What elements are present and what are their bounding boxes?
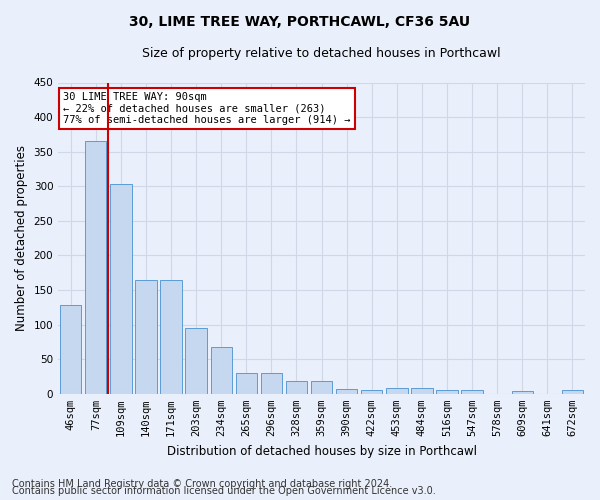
Bar xyxy=(236,373,257,394)
Bar xyxy=(512,391,533,394)
Title: Size of property relative to detached houses in Porthcawl: Size of property relative to detached ho… xyxy=(142,48,501,60)
X-axis label: Distribution of detached houses by size in Porthcawl: Distribution of detached houses by size … xyxy=(167,444,476,458)
Text: Contains HM Land Registry data © Crown copyright and database right 2024.: Contains HM Land Registry data © Crown c… xyxy=(12,479,392,489)
Bar xyxy=(386,388,407,394)
Bar xyxy=(411,388,433,394)
Bar xyxy=(286,382,307,394)
Bar xyxy=(160,280,182,394)
Bar xyxy=(361,390,382,394)
Bar xyxy=(85,142,106,394)
Bar xyxy=(211,347,232,394)
Bar xyxy=(562,390,583,394)
Bar xyxy=(261,373,282,394)
Text: 30, LIME TREE WAY, PORTHCAWL, CF36 5AU: 30, LIME TREE WAY, PORTHCAWL, CF36 5AU xyxy=(130,15,470,29)
Bar xyxy=(461,390,483,394)
Bar xyxy=(60,306,82,394)
Bar xyxy=(110,184,131,394)
Bar xyxy=(436,390,458,394)
Y-axis label: Number of detached properties: Number of detached properties xyxy=(15,145,28,331)
Text: Contains public sector information licensed under the Open Government Licence v3: Contains public sector information licen… xyxy=(12,486,436,496)
Bar xyxy=(311,382,332,394)
Bar xyxy=(185,328,207,394)
Bar xyxy=(136,280,157,394)
Text: 30 LIME TREE WAY: 90sqm
← 22% of detached houses are smaller (263)
77% of semi-d: 30 LIME TREE WAY: 90sqm ← 22% of detache… xyxy=(64,92,351,125)
Bar xyxy=(336,389,358,394)
